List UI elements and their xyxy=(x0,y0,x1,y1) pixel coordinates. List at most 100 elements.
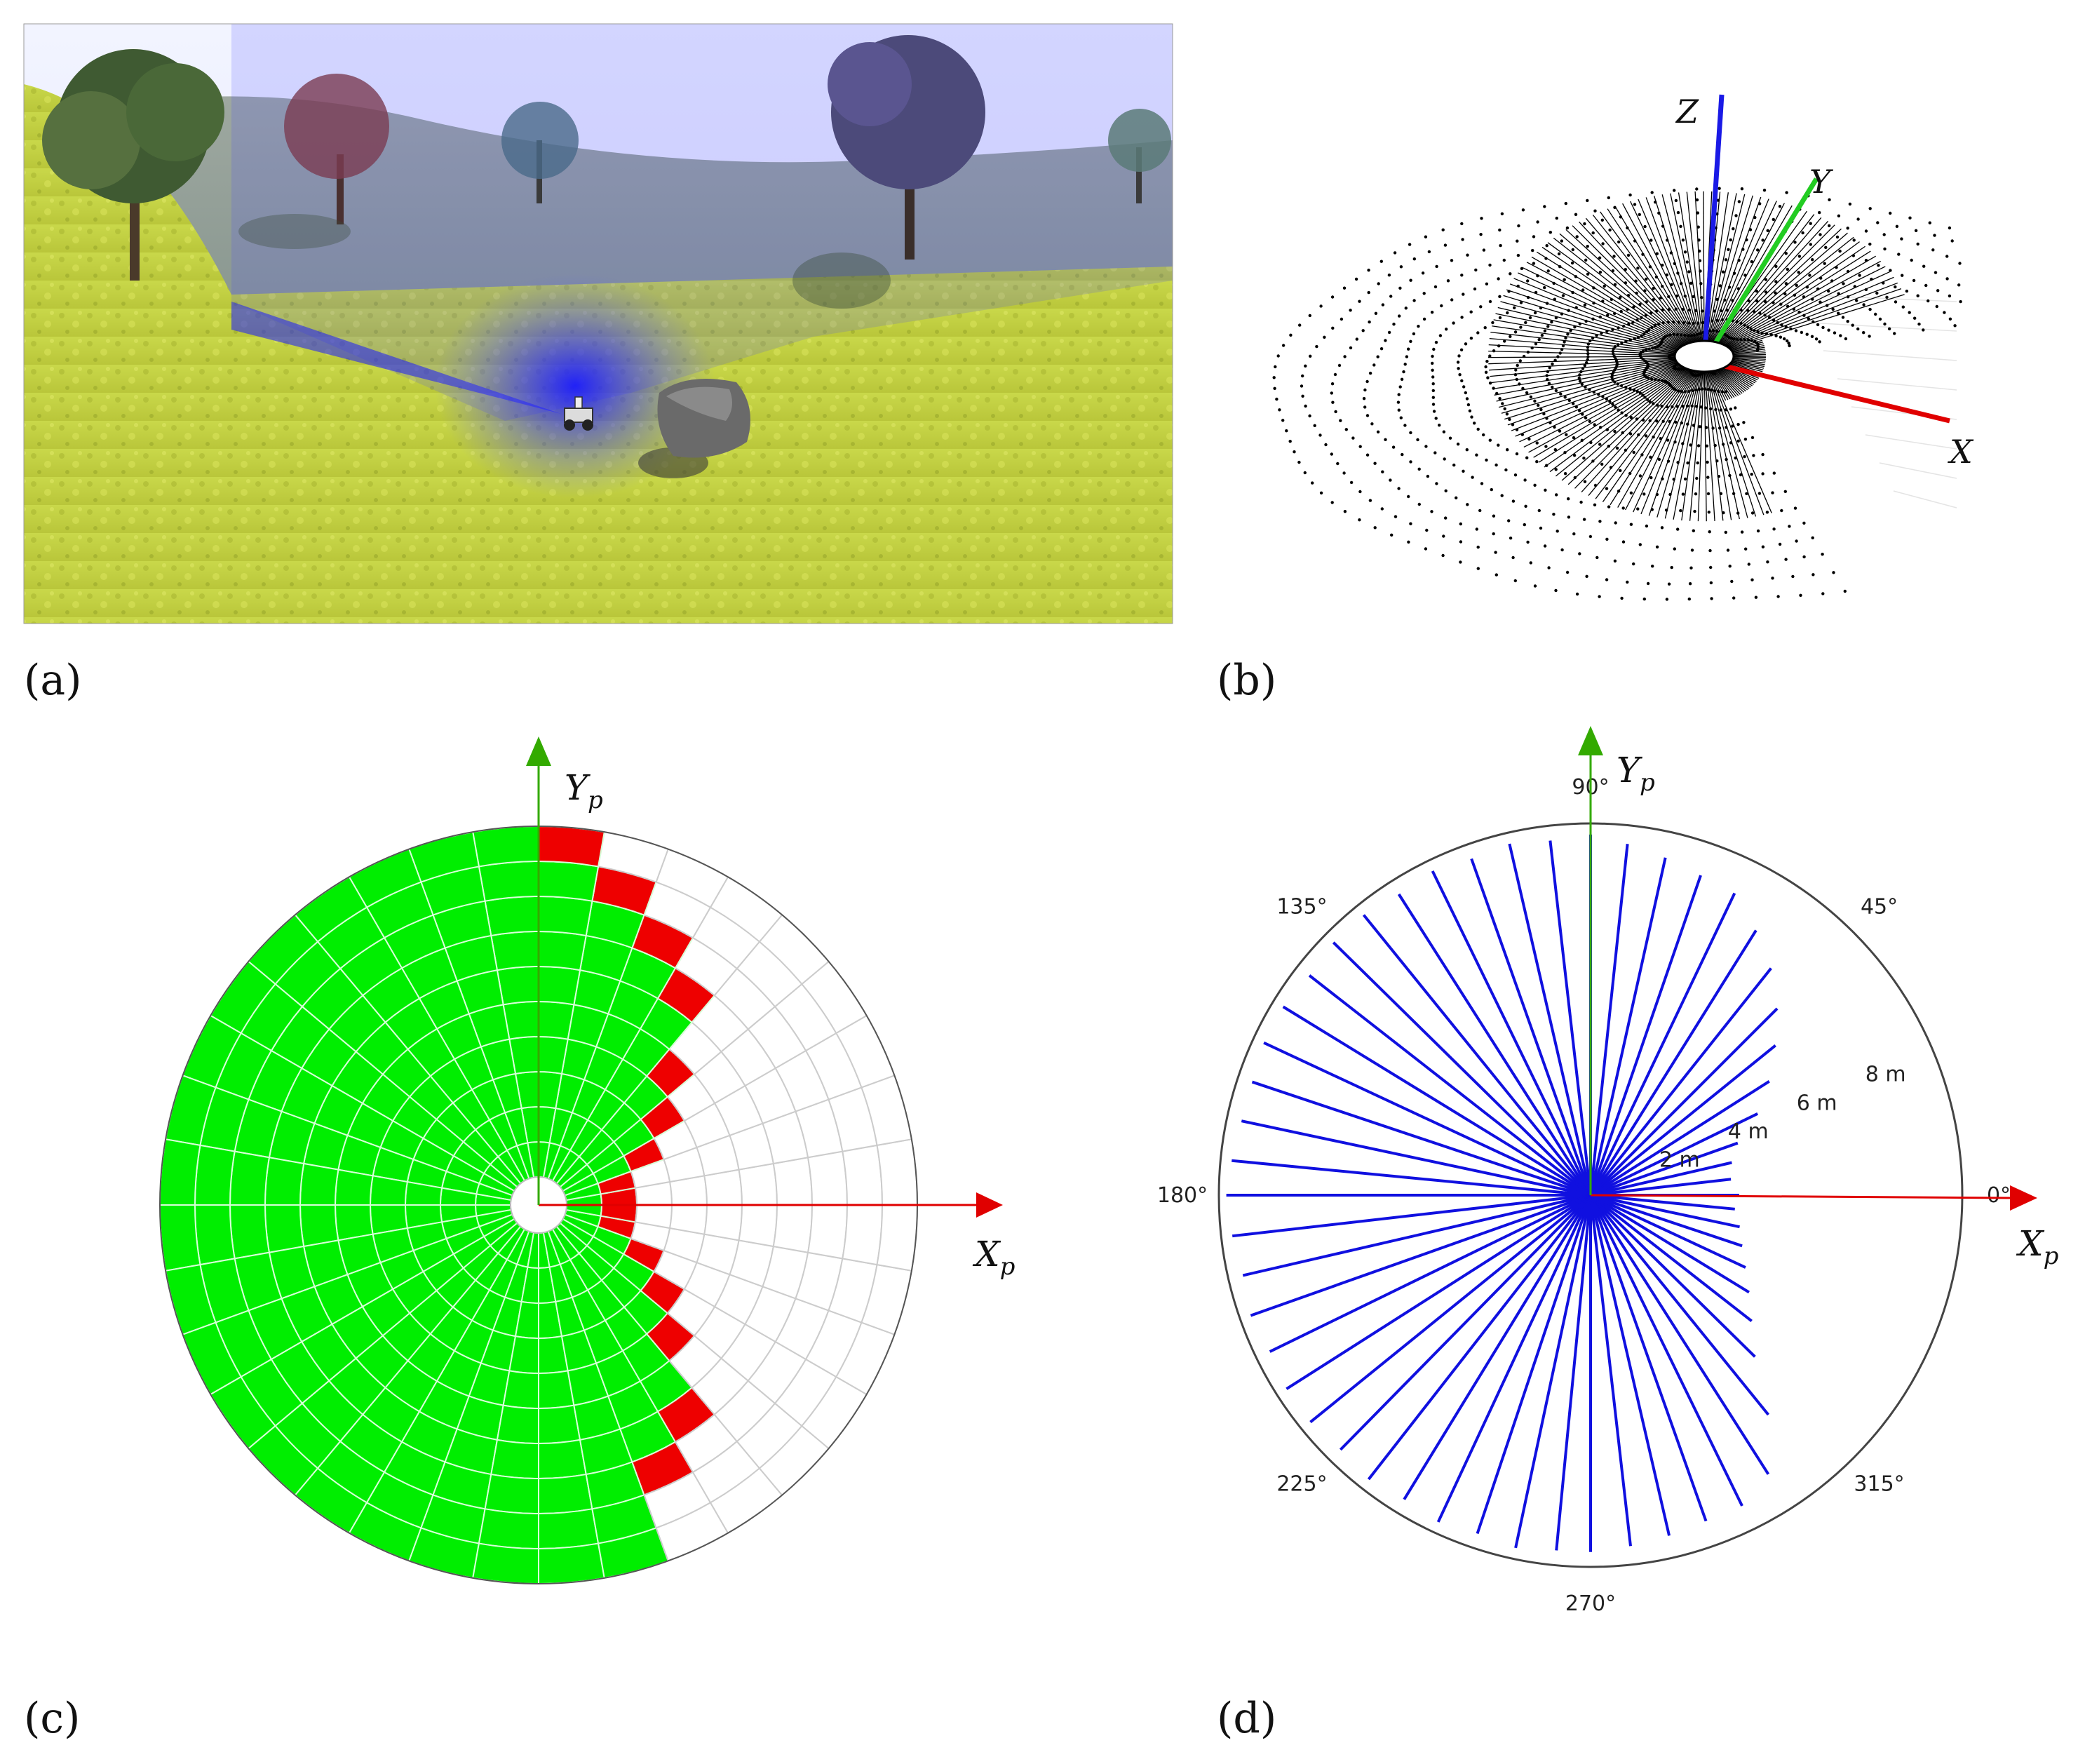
d-y-axis-label: Yp xyxy=(1617,750,1655,797)
scan-ray xyxy=(1607,208,1705,357)
scan-ray xyxy=(1522,267,1705,357)
point xyxy=(1612,347,1615,351)
point xyxy=(1696,444,1701,447)
point xyxy=(1689,566,1693,570)
point xyxy=(1465,448,1469,452)
point xyxy=(1564,336,1567,340)
point xyxy=(1706,476,1710,479)
panel-c-polar-grid xyxy=(158,825,919,1585)
grid-cell xyxy=(490,1439,539,1480)
point xyxy=(1552,513,1556,516)
scan-ray xyxy=(1489,356,1705,371)
point xyxy=(1626,323,1631,326)
point xyxy=(1379,260,1384,263)
point xyxy=(1711,426,1715,430)
point xyxy=(1446,279,1450,283)
point xyxy=(1729,337,1734,340)
point xyxy=(1342,286,1347,290)
scan-ray xyxy=(1531,256,1705,357)
point xyxy=(1601,299,1605,303)
angle-tick-label: 0° xyxy=(1987,1183,2011,1208)
point xyxy=(1698,332,1702,335)
point xyxy=(1488,438,1492,442)
point xyxy=(1901,305,1905,309)
point xyxy=(1816,287,1820,291)
point xyxy=(1728,565,1732,568)
point xyxy=(1330,382,1335,386)
point xyxy=(1827,328,1830,332)
point xyxy=(1611,403,1614,406)
point xyxy=(1555,493,1558,497)
point xyxy=(1532,262,1536,265)
point xyxy=(1492,349,1496,353)
point xyxy=(1665,598,1669,601)
point xyxy=(1643,289,1647,292)
point xyxy=(1476,331,1480,335)
point xyxy=(1816,323,1820,327)
point xyxy=(1425,528,1429,532)
panel-c-label: (c) xyxy=(24,1694,80,1743)
point xyxy=(1793,506,1797,510)
point xyxy=(1553,358,1557,362)
point xyxy=(1595,556,1599,560)
grid-cell xyxy=(538,1508,600,1550)
point xyxy=(1673,189,1676,192)
range-tick-label: 6 m xyxy=(1797,1091,1837,1115)
point xyxy=(1655,403,1659,407)
floor-grid-line xyxy=(1879,462,1957,479)
scan-ray xyxy=(1610,356,1705,506)
point xyxy=(1698,249,1701,253)
point xyxy=(1736,287,1741,290)
point xyxy=(1916,294,1919,297)
scan-ray xyxy=(1436,1194,1592,1523)
point xyxy=(1546,269,1550,273)
point xyxy=(1655,545,1659,548)
point xyxy=(1311,481,1314,485)
scan-ray xyxy=(1488,344,1705,357)
point xyxy=(1588,534,1593,539)
point xyxy=(1654,275,1659,279)
scan-ray xyxy=(1703,194,1746,357)
point xyxy=(1558,429,1562,433)
point xyxy=(1475,527,1478,531)
point xyxy=(1542,412,1546,416)
point xyxy=(1858,274,1861,277)
point xyxy=(1460,316,1464,319)
point xyxy=(1507,290,1511,293)
point xyxy=(1462,292,1465,296)
point xyxy=(1605,428,1609,431)
point xyxy=(1358,518,1361,522)
scan-ray xyxy=(1493,319,1705,357)
point xyxy=(1556,355,1560,358)
point xyxy=(1683,477,1687,481)
point xyxy=(1537,338,1541,342)
point xyxy=(1613,368,1617,372)
point xyxy=(1707,511,1710,514)
point xyxy=(1278,408,1281,412)
point xyxy=(1742,421,1746,424)
scan-ray xyxy=(1263,1041,1591,1197)
point xyxy=(1557,252,1561,256)
grid-cell xyxy=(538,1542,605,1585)
scan-ray xyxy=(1625,356,1705,511)
point xyxy=(1589,440,1593,445)
point xyxy=(1520,433,1524,436)
point xyxy=(1513,330,1518,334)
panel-d-axes: Xp Yp xyxy=(1578,726,2058,1270)
point xyxy=(1560,312,1564,316)
floor-grid-line xyxy=(1865,434,1957,450)
point xyxy=(1533,483,1537,487)
point xyxy=(1715,329,1719,333)
point xyxy=(1621,324,1626,328)
point xyxy=(1632,562,1635,566)
point xyxy=(1544,488,1547,492)
point xyxy=(1368,371,1372,375)
scan-ray xyxy=(1519,356,1705,443)
point xyxy=(1635,291,1638,295)
point xyxy=(1574,306,1578,309)
point xyxy=(1957,283,1961,287)
point xyxy=(1535,460,1539,464)
point xyxy=(1504,468,1508,472)
point xyxy=(1619,384,1624,388)
d-y-arrowhead-icon xyxy=(1578,726,1603,755)
